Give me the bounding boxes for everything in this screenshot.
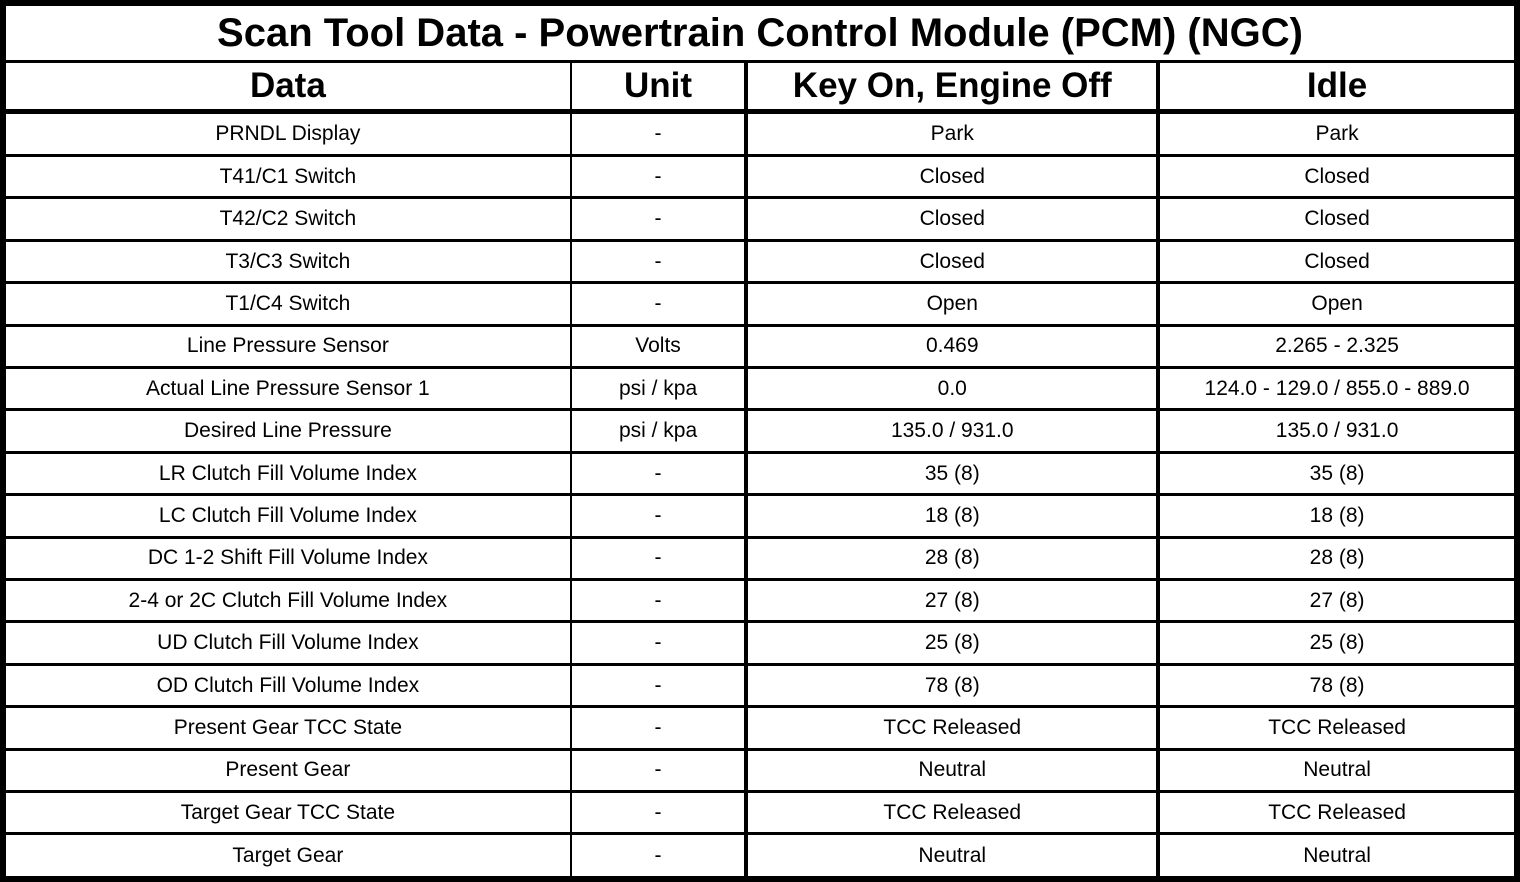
column-header-unit: Unit	[569, 60, 749, 114]
table-row: T42/C2 Switch - Closed Closed	[2, 196, 1518, 242]
cell-unit: -	[569, 110, 749, 157]
cell-data-label: Target Gear TCC State	[2, 790, 572, 836]
table-row: Present Gear - Neutral Neutral	[2, 747, 1518, 794]
column-header-data: Data	[2, 60, 572, 114]
cell-data-label: T1/C4 Switch	[2, 281, 572, 327]
cell-key-on-engine-off: 28 (8)	[745, 535, 1161, 582]
cell-key-on-engine-off: 78 (8)	[745, 662, 1161, 709]
cell-idle: Closed	[1157, 153, 1518, 200]
cell-idle: 135.0 / 931.0	[1157, 408, 1518, 454]
cell-unit: -	[569, 535, 749, 582]
cell-key-on-engine-off: TCC Released	[745, 705, 1161, 751]
cell-key-on-engine-off: Park	[745, 110, 1161, 157]
table-row: OD Clutch Fill Volume Index - 78 (8) 78 …	[2, 662, 1518, 709]
cell-key-on-engine-off: 0.0	[745, 366, 1161, 412]
cell-data-label: Line Pressure Sensor	[2, 323, 572, 370]
table-row: Actual Line Pressure Sensor 1 psi / kpa …	[2, 366, 1518, 412]
cell-unit: -	[569, 450, 749, 497]
cell-idle: TCC Released	[1157, 705, 1518, 751]
cell-unit: -	[569, 747, 749, 794]
cell-data-label: Target Gear	[2, 832, 572, 881]
cell-unit: -	[569, 832, 749, 881]
cell-key-on-engine-off: Closed	[745, 238, 1161, 285]
cell-data-label: T41/C1 Switch	[2, 153, 572, 200]
table-row: PRNDL Display - Park Park	[2, 110, 1518, 157]
cell-key-on-engine-off: TCC Released	[745, 790, 1161, 836]
cell-data-label: OD Clutch Fill Volume Index	[2, 662, 572, 709]
cell-key-on-engine-off: 0.469	[745, 323, 1161, 370]
table-row: T3/C3 Switch - Closed Closed	[2, 238, 1518, 285]
cell-data-label: Present Gear	[2, 747, 572, 794]
cell-idle: 28 (8)	[1157, 535, 1518, 582]
table-header-row: Data Unit Key On, Engine Off Idle	[2, 60, 1518, 114]
cell-idle: 124.0 - 129.0 / 855.0 - 889.0	[1157, 366, 1518, 412]
cell-data-label: Present Gear TCC State	[2, 705, 572, 751]
cell-unit: psi / kpa	[569, 366, 749, 412]
cell-idle: 27 (8)	[1157, 578, 1518, 624]
table-row: DC 1-2 Shift Fill Volume Index - 28 (8) …	[2, 535, 1518, 582]
table-row: UD Clutch Fill Volume Index - 25 (8) 25 …	[2, 620, 1518, 666]
cell-key-on-engine-off: Closed	[745, 196, 1161, 242]
cell-data-label: T42/C2 Switch	[2, 196, 572, 242]
cell-data-label: Actual Line Pressure Sensor 1	[2, 366, 572, 412]
cell-idle: 2.265 - 2.325	[1157, 323, 1518, 370]
table-row: Desired Line Pressure psi / kpa 135.0 / …	[2, 408, 1518, 454]
cell-unit: -	[569, 578, 749, 624]
cell-idle: Closed	[1157, 196, 1518, 242]
table-title-row: Scan Tool Data - Powertrain Control Modu…	[2, 2, 1518, 63]
cell-unit: -	[569, 238, 749, 285]
cell-unit: -	[569, 790, 749, 836]
cell-idle: 35 (8)	[1157, 450, 1518, 497]
table-row: 2-4 or 2C Clutch Fill Volume Index - 27 …	[2, 578, 1518, 624]
cell-unit: -	[569, 493, 749, 539]
cell-data-label: UD Clutch Fill Volume Index	[2, 620, 572, 666]
table-row: Target Gear TCC State - TCC Released TCC…	[2, 790, 1518, 836]
cell-data-label: LC Clutch Fill Volume Index	[2, 493, 572, 539]
cell-idle: TCC Released	[1157, 790, 1518, 836]
table-row: Line Pressure Sensor Volts 0.469 2.265 -…	[2, 323, 1518, 370]
cell-unit: -	[569, 705, 749, 751]
table-row: T1/C4 Switch - Open Open	[2, 281, 1518, 327]
cell-idle: 25 (8)	[1157, 620, 1518, 666]
cell-idle: Neutral	[1157, 747, 1518, 794]
cell-unit: psi / kpa	[569, 408, 749, 454]
cell-unit: -	[569, 281, 749, 327]
table-row: Target Gear - Neutral Neutral	[2, 832, 1518, 881]
table-row: LR Clutch Fill Volume Index - 35 (8) 35 …	[2, 450, 1518, 497]
cell-unit: Volts	[569, 323, 749, 370]
cell-key-on-engine-off: 135.0 / 931.0	[745, 408, 1161, 454]
cell-key-on-engine-off: Open	[745, 281, 1161, 327]
cell-idle: Closed	[1157, 238, 1518, 285]
cell-data-label: LR Clutch Fill Volume Index	[2, 450, 572, 497]
cell-idle: Park	[1157, 110, 1518, 157]
cell-key-on-engine-off: Neutral	[745, 747, 1161, 794]
cell-unit: -	[569, 196, 749, 242]
cell-data-label: DC 1-2 Shift Fill Volume Index	[2, 535, 572, 582]
cell-key-on-engine-off: 27 (8)	[745, 578, 1161, 624]
cell-idle: Neutral	[1157, 832, 1518, 881]
table-row: T41/C1 Switch - Closed Closed	[2, 153, 1518, 200]
cell-data-label: PRNDL Display	[2, 110, 572, 157]
cell-unit: -	[569, 153, 749, 200]
cell-unit: -	[569, 662, 749, 709]
cell-data-label: 2-4 or 2C Clutch Fill Volume Index	[2, 578, 572, 624]
table-row: Present Gear TCC State - TCC Released TC…	[2, 705, 1518, 751]
cell-key-on-engine-off: Neutral	[745, 832, 1161, 881]
cell-idle: 78 (8)	[1157, 662, 1518, 709]
cell-idle: 18 (8)	[1157, 493, 1518, 539]
cell-key-on-engine-off: 35 (8)	[745, 450, 1161, 497]
cell-key-on-engine-off: 18 (8)	[745, 493, 1161, 539]
cell-unit: -	[569, 620, 749, 666]
table-title: Scan Tool Data - Powertrain Control Modu…	[2, 2, 1518, 63]
table-row: LC Clutch Fill Volume Index - 18 (8) 18 …	[2, 493, 1518, 539]
cell-key-on-engine-off: Closed	[745, 153, 1161, 200]
column-header-idle: Idle	[1157, 60, 1518, 114]
cell-key-on-engine-off: 25 (8)	[745, 620, 1161, 666]
column-header-key-on-engine-off: Key On, Engine Off	[745, 60, 1161, 114]
cell-data-label: Desired Line Pressure	[2, 408, 572, 454]
cell-idle: Open	[1157, 281, 1518, 327]
cell-data-label: T3/C3 Switch	[2, 238, 572, 285]
